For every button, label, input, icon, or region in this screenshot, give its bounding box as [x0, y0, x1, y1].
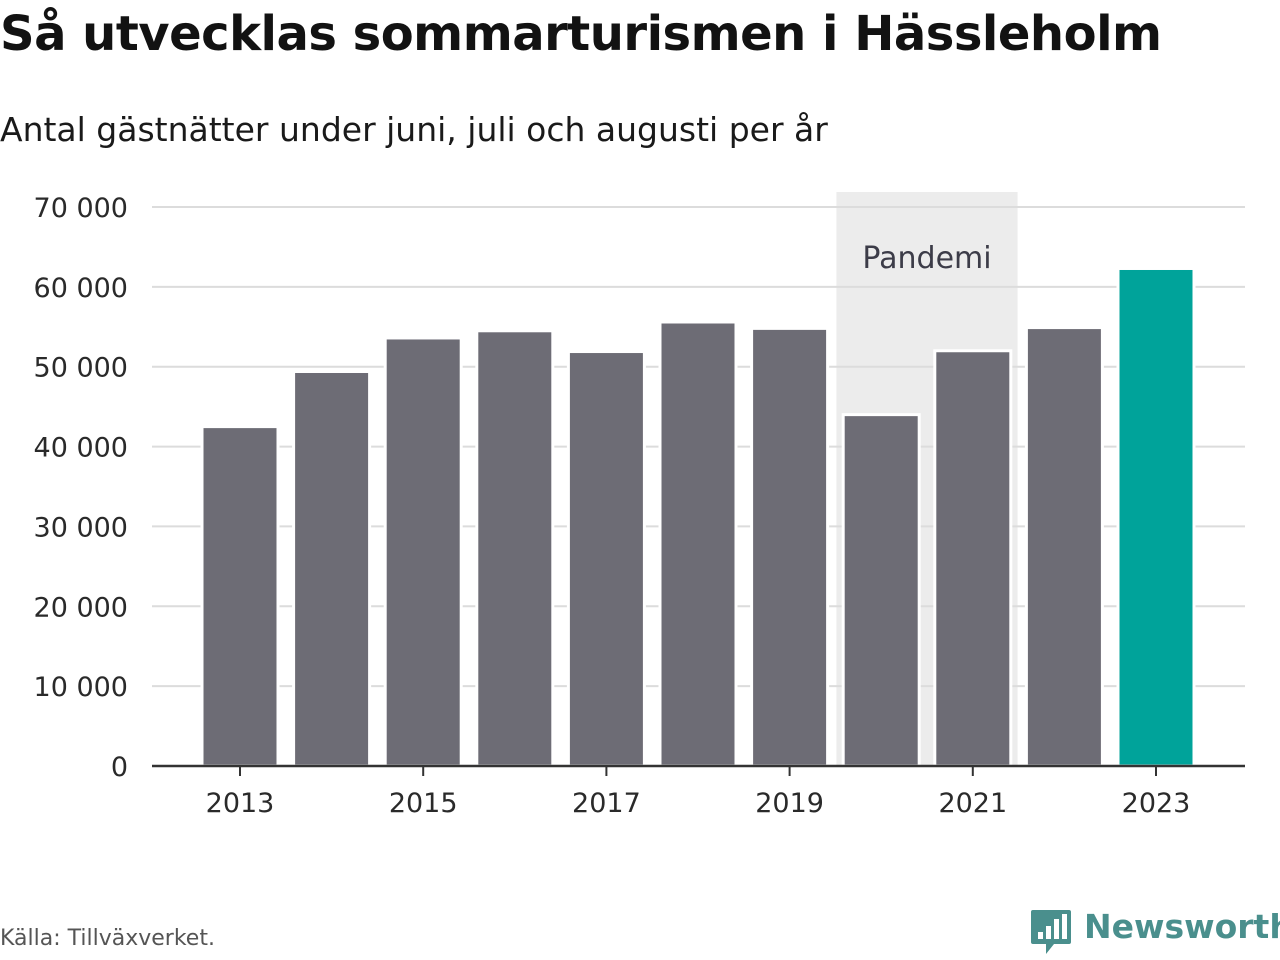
x-tick-label: 2021 [938, 788, 1007, 819]
source-note: Källa: Tillväxverket. [0, 926, 215, 951]
chart-subtitle: Antal gästnätter under juni, juli och au… [0, 110, 828, 149]
y-tick-label: 20 000 [34, 592, 128, 623]
bar-2016 [475, 329, 555, 768]
y-tick-label: 50 000 [34, 353, 128, 384]
bar-2021 [933, 349, 1013, 768]
bar-2014 [292, 370, 372, 768]
y-tick-label: 40 000 [34, 433, 128, 464]
x-tick-label: 2013 [206, 788, 275, 819]
y-tick-label: 0 [111, 752, 128, 783]
x-tick-label: 2019 [755, 788, 824, 819]
brand-logo[interactable]: Newsworthy [1030, 906, 1280, 956]
bar-2017 [566, 350, 646, 768]
x-tick-label: 2017 [572, 788, 641, 819]
bar-2013 [200, 425, 280, 768]
y-tick-label: 10 000 [34, 672, 128, 703]
tick-labels: 0 10 000 20 000 30 000 40 000 50 000 60 000 70 … [34, 193, 1191, 819]
axes [152, 764, 1245, 776]
bar-2019 [750, 326, 830, 768]
chart-title: Så utvecklas sommarturismen i Hässleholm [0, 6, 1162, 62]
y-tick-label: 30 000 [34, 512, 128, 543]
bar-2018 [658, 320, 738, 768]
x-tick-label: 2023 [1122, 788, 1191, 819]
x-tick-label: 2015 [389, 788, 458, 819]
bar-2023 [1116, 266, 1196, 768]
bar-2015 [383, 336, 463, 768]
bar-2022 [1024, 326, 1104, 768]
y-tick-label: 60 000 [34, 273, 128, 304]
bars [200, 266, 1196, 768]
y-tick-label: 70 000 [34, 193, 128, 224]
newsworthy-chart-icon [1031, 910, 1071, 954]
brand-name: Newsworthy [1084, 906, 1280, 946]
pandemic-label: Pandemi [862, 241, 991, 276]
bar-2020 [841, 413, 921, 768]
